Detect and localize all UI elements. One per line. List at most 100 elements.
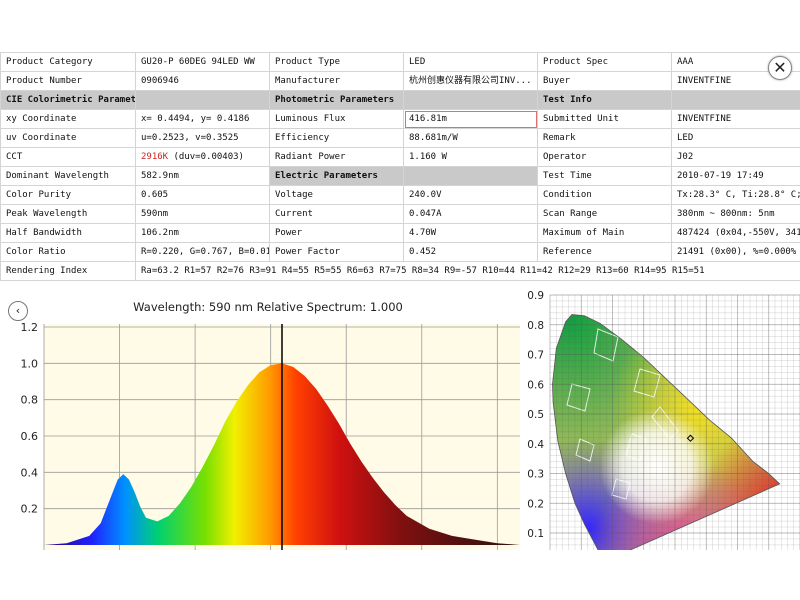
param-value: Tx:28.3° C, Ti:28.8° C;... (671, 185, 800, 205)
param-label: CCT (0, 147, 136, 167)
param-row: CIE Colorimetric Parameters Photometric P… (0, 90, 800, 110)
y-tick-label: 1.2 (21, 321, 39, 334)
param-label: Power Factor (269, 242, 404, 262)
back-button[interactable]: ‹ (8, 301, 28, 321)
cie-y-tick-label: 0.2 (527, 498, 544, 510)
cie-y-tick-label: 0.8 (527, 320, 544, 332)
param-value: J02 (671, 147, 800, 167)
param-label: Voltage (269, 185, 404, 205)
param-value: 1.160 W (403, 147, 538, 167)
param-label: Manufacturer (269, 71, 404, 91)
param-value (671, 90, 800, 110)
param-label: Maximum of Main (537, 223, 672, 243)
param-row: Product Number 0906946 Manufacturer 杭州创惠仪器有… (0, 71, 800, 91)
chromaticity-point (686, 434, 695, 442)
param-value: 487424 (0x04,-550V, 341) (671, 223, 800, 243)
param-label: Half Bandwidth (0, 223, 136, 243)
parameter-report: Product Category GU20-P 60DEG 94LED WW Pro… (0, 52, 800, 281)
param-label: Condition (537, 185, 672, 205)
param-value: AAA (671, 52, 800, 72)
y-tick-label: 1.0 (21, 357, 39, 370)
cie-chromaticity-chart: 0.9 0.8 0.7 0.6 0.5 0.4 0.3 0.2 0.1 (520, 289, 800, 564)
highlight-value: 2916K (141, 152, 169, 162)
param-value: 0.605 (135, 185, 270, 205)
param-label: Product Category (0, 52, 136, 72)
section-header: Photometric Parameters (269, 90, 404, 110)
cie-y-tick-label: 0.7 (527, 350, 544, 362)
param-value: 582.9nm (135, 166, 270, 186)
param-value (403, 166, 538, 186)
param-label: Current (269, 204, 404, 224)
param-value: 240.0V (403, 185, 538, 205)
rendering-index-row: Rendering Index Ra=63.2 R1=57 R2=76 R3=91… (0, 261, 800, 281)
param-label: Peak Wavelength (0, 204, 136, 224)
param-label: Luminous Flux (269, 109, 404, 129)
param-value: GU20-P 60DEG 94LED WW (135, 52, 270, 72)
param-label: Product Spec (537, 52, 672, 72)
param-value: LED (671, 128, 800, 148)
param-row: Peak Wavelength 590nm Current 0.047A Scan Ra… (0, 204, 800, 224)
param-value (403, 90, 538, 110)
spectrum-chart: 1.2 1.0 0.8 0.6 0.4 0.2 Wavelength: 590 nm Re… (0, 289, 520, 550)
param-label: Product Number (0, 71, 136, 91)
param-row: Color Ratio R=0.220, G=0.767, B=0.013 Powe… (0, 242, 800, 262)
param-value: 88.681m/W (403, 128, 538, 148)
param-value: 21491 (0x00), %=0.000% (671, 242, 800, 262)
section-header: Electric Parameters (269, 166, 404, 186)
param-value: 2010-07-19 17:49 (671, 166, 800, 186)
param-value: u=0.2523, v=0.3525 (135, 128, 270, 148)
param-value: INVENTFINE (671, 109, 800, 129)
param-value (135, 90, 270, 110)
param-label: Scan Range (537, 204, 672, 224)
param-label: Buyer (537, 71, 672, 91)
value-suffix: (duv=0.00403) (168, 152, 244, 162)
param-label: Submitted Unit (537, 109, 672, 129)
y-tick-label: 0.8 (21, 394, 39, 407)
param-label: Test Time (537, 166, 672, 186)
param-row: Product Category GU20-P 60DEG 94LED WW Pro… (0, 52, 800, 72)
param-value: 590nm (135, 204, 270, 224)
param-value: 106.2nm (135, 223, 270, 243)
param-label: Radiant Power (269, 147, 404, 167)
param-value: INVENTFINE (671, 71, 800, 91)
spectrum-header: Wavelength: 590 nm Relative Spectrum: 1.… (133, 300, 403, 314)
param-label: uv Coordinate (0, 128, 136, 148)
param-value: x= 0.4494, y= 0.4186 (135, 109, 270, 129)
y-tick-label: 0.2 (21, 503, 39, 516)
param-label: Rendering Index (0, 261, 136, 281)
param-value: 0.047A (403, 204, 538, 224)
param-label: Product Type (269, 52, 404, 72)
param-value: R=0.220, G=0.767, B=0.013 (135, 242, 270, 262)
cie-y-tick-label: 0.9 (527, 290, 544, 302)
param-value: 2916K (duv=0.00403) (135, 147, 270, 167)
param-value: LED (403, 52, 538, 72)
param-row: CCT 2916K (duv=0.00403) Radiant Power 1.160… (0, 147, 800, 167)
param-value: 0906946 (135, 71, 270, 91)
param-value: 416.81m (403, 109, 538, 129)
close-button[interactable]: ✕ (768, 56, 792, 80)
param-label: Color Purity (0, 185, 136, 205)
cie-y-tick-label: 0.3 (527, 469, 544, 481)
param-row: Half Bandwidth 106.2nm Power 4.70W Maximum o… (0, 223, 800, 243)
chevron-left-icon: ‹ (15, 304, 21, 317)
cie-y-tick-label: 0.5 (527, 409, 544, 421)
param-label: xy Coordinate (0, 109, 136, 129)
cie-y-tick-label: 0.4 (527, 439, 544, 451)
param-label: Color Ratio (0, 242, 136, 262)
param-value: 杭州创惠仪器有限公司INV... (403, 71, 538, 91)
param-label: Power (269, 223, 404, 243)
close-icon: ✕ (773, 58, 787, 77)
param-label: Dominant Wavelength (0, 166, 136, 186)
param-label: Operator (537, 147, 672, 167)
param-label: Reference (537, 242, 672, 262)
param-label: Remark (537, 128, 672, 148)
param-row: Dominant Wavelength 582.9nm Electric Param… (0, 166, 800, 186)
y-tick-label: 0.4 (21, 466, 39, 479)
cie-y-tick-label: 0.6 (527, 379, 544, 391)
parameter-table: Product Category GU20-P 60DEG 94LED WW Pro… (0, 52, 800, 281)
section-header: CIE Colorimetric Parameters (0, 90, 136, 110)
param-row: xy Coordinate x= 0.4494, y= 0.4186 Luminou… (0, 109, 800, 129)
param-value: 380nm ~ 800nm: 5nm (671, 204, 800, 224)
param-value: 0.452 (403, 242, 538, 262)
rendering-index-value: Ra=63.2 R1=57 R2=76 R3=91 R4=55 R5=55 R6… (135, 261, 800, 281)
